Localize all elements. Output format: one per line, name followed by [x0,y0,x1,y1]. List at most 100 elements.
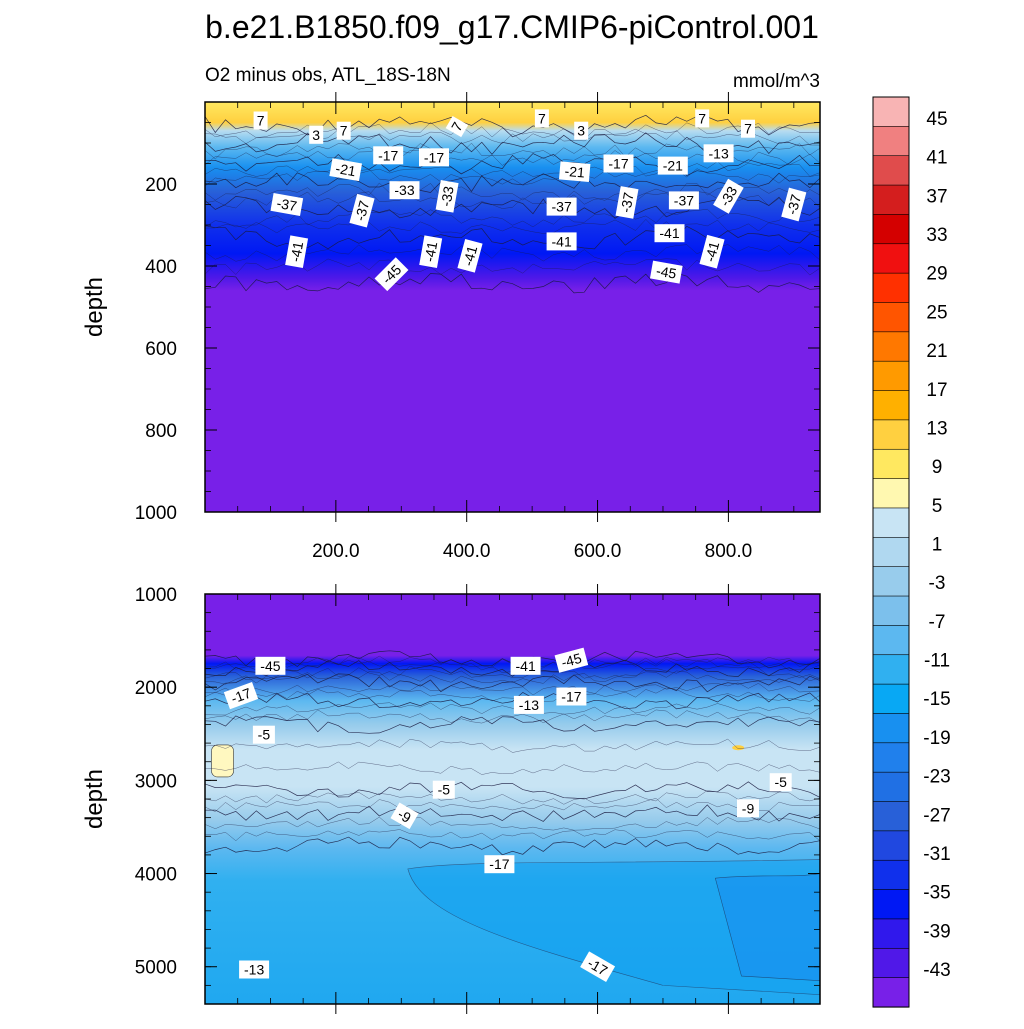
contour-label-text: -17 [229,685,254,707]
contour-label: -5 [432,780,455,799]
contour-label: -37 [781,187,807,222]
colorbar-swatch [872,126,910,157]
contour-label-box [419,235,443,269]
contour-label: -33 [389,181,420,200]
contour-label-box [558,161,591,182]
colorbar-swatch [872,184,910,216]
contour-line [205,208,820,228]
contour-label-box [699,234,725,269]
colorbar-swatch [872,742,910,773]
colorbar-swatch [872,214,910,245]
colorbar-label: 25 [926,302,947,323]
contour-label: -21 [329,158,363,182]
contour-label: -9 [737,799,759,818]
contour-label-text: -9 [742,800,755,816]
colorbar-swatch [872,771,910,803]
lower-features [211,744,820,995]
contour-label-text: 7 [744,121,752,137]
contour-line [205,804,820,822]
contour-label: -37 [615,186,639,219]
contour-line [205,702,820,716]
contour-label: -13 [703,144,734,163]
contour-line [205,790,820,805]
contour-line [205,761,820,775]
contour-label: -45 [649,260,683,284]
colorbar-swatch [872,889,910,920]
contour-label: -41 [546,232,577,251]
colorbar-swatch [872,713,910,744]
contour-label-text: -37 [617,191,636,214]
colorbar-swatch [872,801,910,832]
colorbar-swatch [872,478,910,509]
contour-label: -37 [546,197,577,216]
colorbar-label: -27 [923,805,950,826]
upper-ylabel: depth [81,277,108,337]
contour-label-box [329,158,363,182]
contour-line [205,272,820,294]
colorbar-label: 33 [926,225,947,246]
contour-label: -17 [603,154,634,173]
colorbar-label: -43 [923,960,950,981]
x-tick-label: 200.0 [312,541,360,562]
lower-contour-labels: -45 -41 -45-17 -17-13-5-5 -5-9 -9-17-13 -17 [223,647,792,982]
contour-label-box [695,109,710,128]
contour-label: -17 [223,682,259,710]
y-tick-label: 800 [145,421,177,442]
colorbar-swatch [872,272,910,304]
contour-label-text: -37 [275,195,298,214]
contour-label: 3 [574,121,589,140]
contour-label: -21 [558,161,591,182]
contour-line [205,781,820,800]
contour-label: -41 [419,235,443,269]
lower-panel: -45 -41 -45-17 -17-13-5-5 -5-9 -9-17-13 -17 10… [81,584,821,1014]
contour-label: 3 [309,125,324,144]
colorbar-swatch [872,390,910,421]
colorbar-label: -39 [923,921,950,942]
contour-label-box [580,951,616,982]
contour-label-text: -5 [438,782,451,798]
contour-label-box [510,656,541,675]
contour-label: -17 [556,687,587,706]
contour-label-box [649,260,683,284]
contour-label-box [546,232,577,251]
colorbar-swatch [872,155,910,186]
chart-units: mmol/m^3 [733,71,820,92]
chart-subtitle-left: O2 minus obs, ATL_18S-18N [205,65,451,86]
contour-label: -13 [513,695,544,714]
contour-label-text: -5 [774,774,787,790]
colorbar-label: 45 [926,109,947,130]
positive-anomaly-blob [732,745,745,751]
contour-label-box [654,224,685,243]
contour-label-box [615,186,639,219]
contour-label-text: 3 [312,127,320,143]
contour-label-text: -33 [437,185,456,208]
colorbar-label: 5 [932,496,943,517]
deep-anomaly-region [714,873,820,982]
contour-line [205,258,820,276]
contour-line [205,798,820,812]
contour-label-box [309,125,324,144]
contour-label: 7 [741,119,755,138]
contour-label: 7 [445,116,469,138]
contour-label: -37 [349,193,375,228]
contour-label-box [657,156,688,175]
contour-label: -41 [654,224,685,243]
upper-field-fill [205,102,820,512]
chart-title: b.e21.B1850.f09_g17.CMIP6-piControl.001 [205,9,819,45]
contour-label: 7 [336,121,351,140]
contour-label: -41 [285,235,309,269]
contour-label: -13 [239,960,270,979]
contour-line [205,738,820,753]
contour-label-box [546,197,577,216]
contour-label-text: -13 [519,697,539,713]
colorbar-frame [872,96,910,1008]
colorbar-swatch [872,537,910,568]
contour-label-box [419,148,449,167]
contour-label-box [554,647,589,673]
contour-label-text: -21 [564,163,586,181]
colorbar-label: 29 [926,264,947,285]
colorbar-label: 41 [926,148,947,169]
contour-label-text: 7 [538,110,546,126]
colorbar-swatch [872,419,910,450]
